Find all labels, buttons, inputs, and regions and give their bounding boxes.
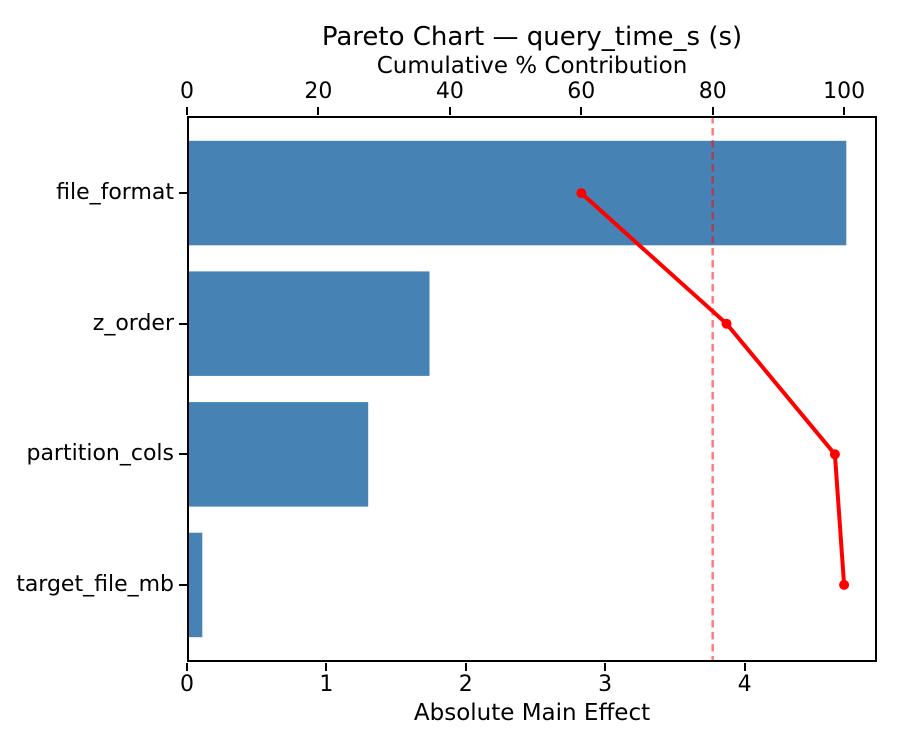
bar-file_format — [187, 140, 847, 246]
y-axis-tick — [179, 322, 187, 325]
y-axis-tick — [179, 453, 187, 456]
top-axis-tick-label: 0 — [180, 79, 194, 104]
top-axis-label: Cumulative % Contribution — [376, 53, 688, 79]
bottom-axis-tick — [464, 663, 467, 671]
cumulative-marker-partition_cols — [829, 449, 840, 460]
bottom-axis-tick — [325, 663, 328, 671]
bottom-axis-tick-label: 2 — [458, 672, 473, 697]
bottom-axis-tick-label: 0 — [180, 672, 194, 697]
top-axis-tick — [711, 107, 714, 115]
y-axis-tick — [179, 192, 187, 195]
bottom-axis-tick-label: 4 — [737, 672, 752, 697]
top-axis-tick — [186, 107, 188, 115]
top-axis-tick — [317, 107, 320, 115]
bottom-axis-tick-label: 3 — [598, 672, 613, 697]
category-label-target_file_mb: target_file_mb — [16, 571, 174, 597]
y-axis-tick — [179, 583, 187, 586]
top-axis-tick-label: 40 — [435, 79, 464, 104]
cumulative-marker-z_order — [721, 318, 732, 329]
bottom-axis-tick-label: 1 — [319, 672, 334, 697]
plot-canvas — [187, 116, 877, 662]
top-axis-tick — [448, 107, 451, 115]
cumulative-marker-file_format — [576, 188, 587, 199]
plot-area — [187, 116, 877, 662]
bottom-axis-label: Absolute Main Effect — [413, 700, 651, 726]
chart-title: Pareto Chart — query_time_s (s) — [321, 22, 743, 52]
top-axis-tick-label: 20 — [304, 79, 333, 104]
bottom-axis-tick — [743, 663, 746, 671]
bar-z_order — [187, 271, 430, 376]
bottom-axis-tick — [186, 663, 188, 671]
top-axis-tick — [843, 107, 846, 115]
bar-target_file_mb — [187, 532, 203, 638]
top-axis-tick-label: 80 — [698, 79, 727, 104]
bar-partition_cols — [187, 402, 369, 507]
top-axis-tick-label: 60 — [567, 79, 596, 104]
category-label-partition_cols: partition_cols — [26, 441, 174, 467]
category-label-file_format: file_format — [56, 180, 174, 206]
category-label-z_order: z_order — [92, 310, 174, 336]
top-axis-tick — [580, 107, 583, 115]
cumulative-line — [579, 191, 847, 587]
cumulative-marker-target_file_mb — [839, 579, 850, 590]
bottom-axis-tick — [604, 663, 607, 671]
top-axis-tick-label: 100 — [823, 79, 866, 104]
plot-frame — [187, 116, 877, 662]
